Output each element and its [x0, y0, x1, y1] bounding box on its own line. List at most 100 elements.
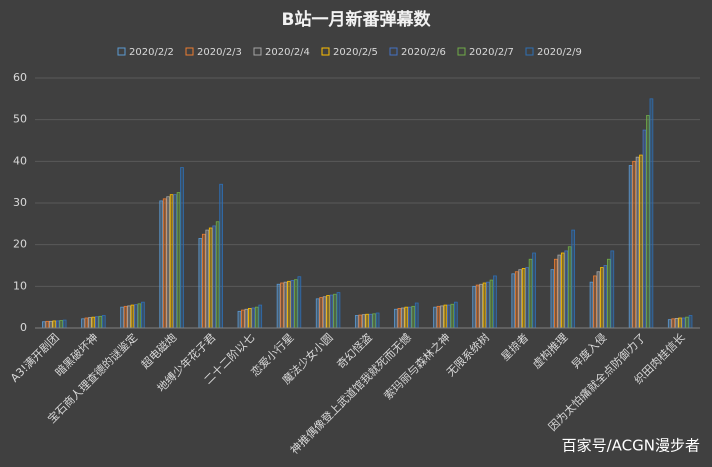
bar [600, 267, 604, 329]
bar [280, 282, 284, 329]
bar [486, 281, 490, 329]
bar [532, 252, 536, 329]
legend-swatch [525, 47, 534, 56]
bar [472, 285, 476, 329]
bar [55, 320, 60, 329]
bar [98, 315, 103, 329]
bar [397, 308, 402, 329]
chart-title: B站一月新番弹幕数 [282, 9, 432, 30]
y-tick-label: 50 [13, 113, 27, 126]
bar [287, 280, 291, 329]
bar [59, 320, 64, 329]
bar [127, 305, 131, 329]
bar [603, 265, 608, 329]
bar [447, 304, 451, 329]
bar [443, 304, 448, 329]
bar [489, 279, 494, 329]
bar [322, 296, 327, 329]
bar [244, 308, 249, 329]
bar [42, 321, 46, 329]
legend-swatch [185, 47, 194, 56]
legend-label: 2020/2/6 [401, 47, 446, 58]
bar [45, 320, 50, 329]
bar [215, 221, 220, 329]
bar [173, 194, 177, 329]
legend-swatch [253, 47, 262, 56]
bar [436, 305, 441, 329]
bar [319, 297, 323, 329]
bar [564, 250, 569, 329]
bar [525, 267, 529, 329]
bar [101, 315, 106, 329]
bar [176, 192, 181, 329]
bar [610, 250, 615, 329]
bar [258, 304, 263, 329]
bar [518, 269, 523, 329]
bar [685, 316, 689, 329]
legend-swatch [389, 47, 398, 56]
bar [404, 306, 409, 329]
bar [511, 273, 516, 329]
y-tick-label: 40 [13, 154, 27, 167]
legend-label: 2020/2/7 [469, 47, 514, 58]
bar [453, 301, 458, 329]
y-tick-label: 30 [13, 196, 27, 209]
bar [134, 304, 138, 329]
bar [254, 306, 259, 329]
bar [593, 275, 597, 329]
bar [123, 305, 128, 329]
bar [394, 308, 398, 329]
legend-label: 2020/2/5 [333, 47, 378, 58]
bar [198, 238, 203, 329]
bar [646, 115, 650, 329]
bar [205, 229, 210, 329]
watermark: 百家号/ACGN漫步者 [562, 437, 700, 455]
bar [589, 281, 594, 329]
bar [681, 317, 686, 329]
bar [433, 306, 437, 329]
bar [554, 258, 558, 329]
bar [329, 294, 334, 329]
bar [407, 306, 412, 329]
bar [401, 307, 405, 329]
bar [120, 306, 124, 329]
bar [365, 313, 370, 329]
bar [62, 319, 67, 329]
bar [514, 271, 519, 329]
bar [557, 254, 562, 329]
bar [276, 283, 281, 329]
bar [169, 194, 174, 329]
bar [440, 305, 444, 329]
bar [354, 315, 359, 329]
bar [333, 293, 337, 329]
bar [81, 318, 85, 329]
bar [159, 200, 164, 329]
bar [642, 129, 647, 329]
bar [368, 313, 373, 329]
bar [550, 269, 555, 329]
bar [336, 292, 341, 329]
bar [450, 303, 455, 329]
bar [375, 312, 380, 329]
bar [678, 317, 682, 329]
bar [596, 271, 601, 329]
bar [632, 160, 636, 329]
bar [667, 319, 672, 329]
bar [297, 276, 302, 329]
bar [567, 246, 572, 329]
bar [241, 309, 245, 329]
y-tick-label: 20 [13, 238, 27, 251]
bar [219, 183, 223, 329]
bar [358, 314, 363, 329]
bar [493, 275, 497, 329]
bar [639, 154, 643, 329]
bar [671, 318, 676, 329]
bar [411, 305, 416, 329]
bar [180, 167, 184, 329]
bar [84, 317, 89, 329]
bar [326, 295, 330, 329]
bar [294, 279, 298, 329]
bar [521, 268, 526, 329]
bar [414, 302, 419, 329]
